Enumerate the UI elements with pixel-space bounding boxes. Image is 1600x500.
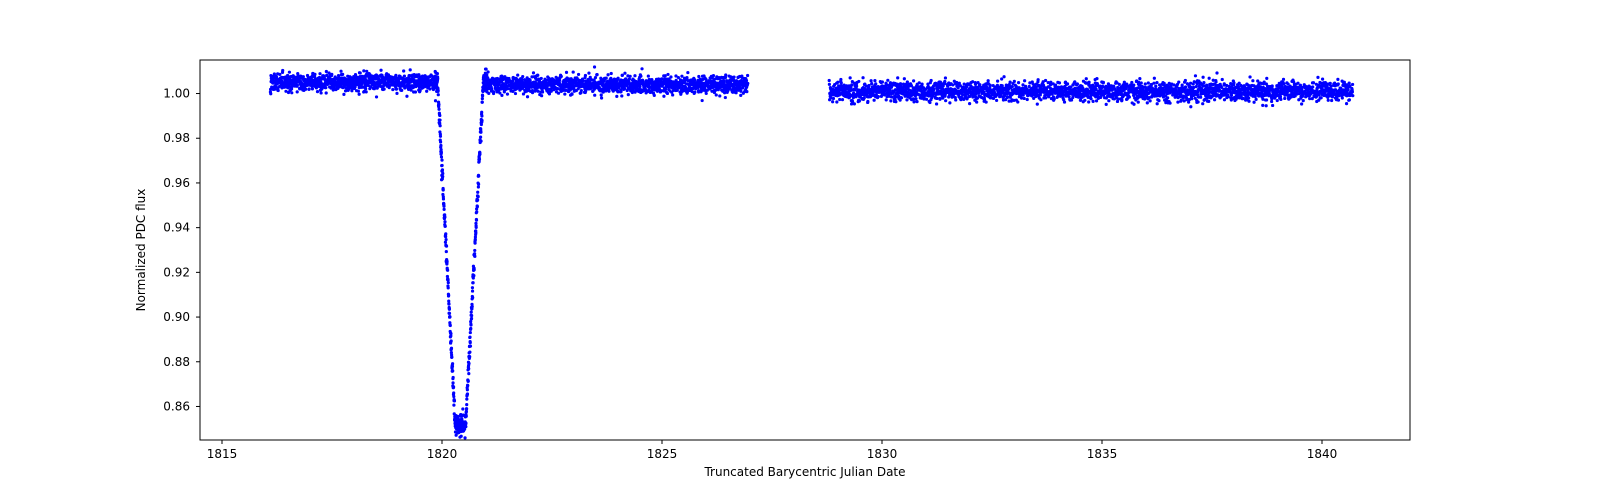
x-tick-label: 1840 bbox=[1307, 447, 1338, 461]
x-axis-label: Truncated Barycentric Julian Date bbox=[703, 465, 905, 479]
y-tick-label: 0.94 bbox=[163, 221, 190, 235]
y-tick-label: 0.86 bbox=[163, 399, 190, 413]
data-series bbox=[269, 65, 1355, 439]
y-tick-label: 0.98 bbox=[163, 131, 190, 145]
y-tick-label: 0.92 bbox=[163, 265, 190, 279]
plot-area bbox=[200, 60, 1410, 440]
y-ticks: 0.86 0.88 0.90 0.92 0.94 0.96 0.98 1.00 bbox=[163, 87, 200, 414]
x-tick-label: 1820 bbox=[427, 447, 458, 461]
y-tick-label: 1.00 bbox=[163, 87, 190, 101]
y-tick-label: 0.96 bbox=[163, 176, 190, 190]
lightcurve-chart: 1815 1820 1825 1830 1835 1840 0.86 0.88 0.90 0.9… bbox=[0, 0, 1600, 500]
x-tick-label: 1815 bbox=[207, 447, 238, 461]
y-tick-label: 0.90 bbox=[163, 310, 190, 324]
y-tick-label: 0.88 bbox=[163, 355, 190, 369]
x-tick-label: 1830 bbox=[867, 447, 898, 461]
y-axis-label: Normalized PDC flux bbox=[134, 189, 148, 312]
x-tick-label: 1825 bbox=[647, 447, 678, 461]
x-ticks: 1815 1820 1825 1830 1835 1840 bbox=[207, 440, 1338, 461]
x-tick-label: 1835 bbox=[1087, 447, 1118, 461]
